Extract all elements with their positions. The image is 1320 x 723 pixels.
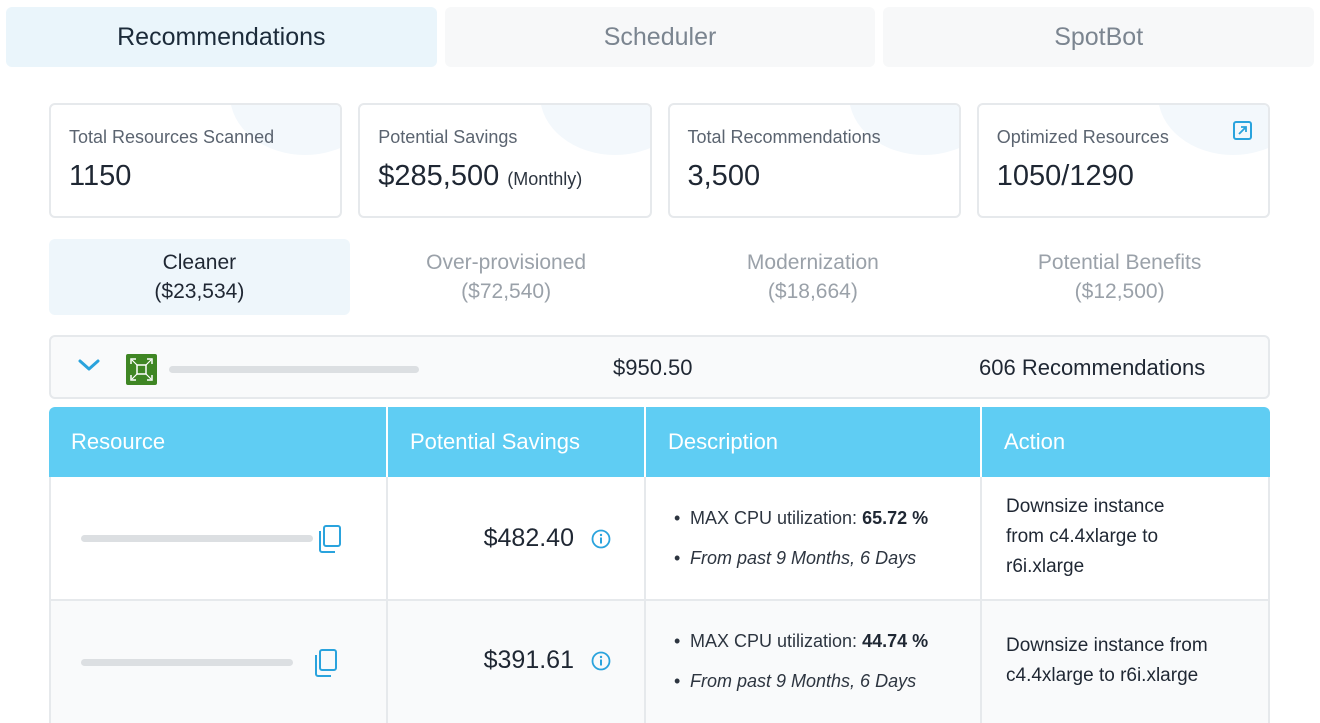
tab-spotbot[interactable]: SpotBot <box>883 7 1315 67</box>
ec2-instance-icon <box>126 354 157 385</box>
action-cell: Downsize instance from c4.4xlarge to r6i… <box>982 601 1270 723</box>
description-period: From past 9 Months, 6 Days <box>672 548 928 588</box>
column-header-potential-savings[interactable]: Potential Savings <box>388 407 646 477</box>
category-amount: ($72,540) <box>461 280 552 303</box>
savings-cell: $482.40 <box>388 477 646 599</box>
recommendations-table: Resource Potential Savings Description A… <box>49 407 1270 723</box>
description-metric: MAX CPU utilization: 65.72 % <box>672 508 928 548</box>
info-icon[interactable] <box>591 529 611 554</box>
action-cell: Downsize instance from c4.4xlarge to r6i… <box>982 477 1270 599</box>
description-metric: MAX CPU utilization: 44.74 % <box>672 631 928 671</box>
savings-amount: $391.61 <box>483 646 574 674</box>
category-name: Over-provisioned <box>426 251 587 274</box>
resource-name-placeholder <box>81 659 293 666</box>
stat-value: 3,500 <box>688 160 941 193</box>
stat-card-optimized-resources: Optimized Resources 1050/1290 <box>976 103 1270 218</box>
metric-label: MAX CPU utilization: <box>690 508 863 528</box>
stat-label: Optimized Resources <box>996 127 1169 147</box>
savings-amount: $482.40 <box>483 524 574 552</box>
stat-card-total-recommendations: Total Recommendations 3,500 <box>667 103 961 218</box>
stat-label: Potential Savings <box>378 127 518 147</box>
info-icon[interactable] <box>591 651 611 676</box>
resource-cell <box>49 601 388 723</box>
group-savings-amount: $950.50 <box>613 355 693 380</box>
stat-value: 1150 <box>69 160 322 193</box>
top-tab-bar: Recommendations Scheduler SpotBot <box>6 7 1315 67</box>
stat-card-potential-savings: Potential Savings $285,500 (Monthly) <box>358 103 652 218</box>
period-text: From past 9 Months, 6 Days <box>690 671 917 691</box>
category-tab-over-provisioned[interactable]: Over-provisioned ($72,540) <box>356 239 657 315</box>
tab-scheduler[interactable]: Scheduler <box>444 7 876 67</box>
stat-label: Total Recommendations <box>687 127 881 147</box>
metric-label: MAX CPU utilization: <box>690 631 863 651</box>
group-recommendation-count: 606 Recommendations <box>979 355 1206 380</box>
category-name: Modernization <box>746 251 879 274</box>
stat-suffix: (Monthly) <box>507 169 583 189</box>
column-header-description[interactable]: Description <box>646 407 982 477</box>
copy-icon[interactable] <box>313 648 339 683</box>
category-amount: ($18,664) <box>767 280 858 303</box>
stat-value-text: 1050/1290 <box>996 160 1134 192</box>
action-text: Downsize instance from c4.4xlarge to r6i… <box>1006 496 1165 577</box>
category-name: Potential Benefits <box>1037 251 1202 274</box>
service-group-row[interactable]: $950.50 606 Recommendations <box>49 335 1270 399</box>
description-cell: MAX CPU utilization: 65.72 % From past 9… <box>646 477 982 599</box>
table-row: $391.61 MAX CPU utilization: 44.74 % Fro… <box>49 601 1270 723</box>
stat-value-text: 1150 <box>69 160 132 192</box>
stat-card-resources-scanned: Total Resources Scanned 1150 <box>49 103 343 218</box>
savings-cell: $391.61 <box>388 601 646 723</box>
stat-value: $285,500 (Monthly) <box>378 160 631 193</box>
period-text: From past 9 Months, 6 Days <box>690 548 917 568</box>
category-tab-cleaner[interactable]: Cleaner ($23,534) <box>49 239 350 315</box>
column-header-resource[interactable]: Resource <box>49 407 388 477</box>
service-name-placeholder <box>169 366 419 373</box>
description-list: MAX CPU utilization: 65.72 % From past 9… <box>672 508 928 588</box>
external-link-icon[interactable] <box>1233 121 1252 140</box>
description-cell: MAX CPU utilization: 44.74 % From past 9… <box>646 601 982 723</box>
column-header-action[interactable]: Action <box>1004 429 1066 454</box>
category-amount: ($12,500) <box>1074 280 1165 303</box>
table-row: $482.40 MAX CPU utilization: 65.72 % Fro… <box>49 477 1270 601</box>
stat-value: 1050/1290 <box>997 160 1250 193</box>
stat-value-text: $285,500 <box>378 160 500 192</box>
resource-name-placeholder <box>81 535 313 542</box>
category-name: Cleaner <box>162 251 237 274</box>
category-tab-bar: Cleaner ($23,534) Over-provisioned ($72,… <box>49 239 1270 315</box>
metric-value: 44.74 % <box>862 631 929 651</box>
table-header: Resource Potential Savings Description A… <box>49 407 1270 477</box>
stat-value-text: 3,500 <box>687 160 761 192</box>
category-amount: ($23,534) <box>154 280 245 303</box>
action-text: Downsize instance from c4.4xlarge to r6i… <box>1006 635 1208 686</box>
category-tab-modernization[interactable]: Modernization ($18,664) <box>663 239 964 315</box>
chevron-down-icon[interactable] <box>77 357 101 378</box>
category-tab-potential-benefits[interactable]: Potential Benefits ($12,500) <box>969 239 1270 315</box>
description-period: From past 9 Months, 6 Days <box>672 671 928 711</box>
tab-recommendations[interactable]: Recommendations <box>6 7 437 67</box>
resource-cell <box>49 477 388 599</box>
description-list: MAX CPU utilization: 44.74 % From past 9… <box>672 631 928 711</box>
metric-value: 65.72 % <box>862 508 929 528</box>
stat-label: Total Resources Scanned <box>69 127 275 147</box>
stats-cards: Total Resources Scanned 1150 Potential S… <box>49 103 1270 218</box>
copy-icon[interactable] <box>317 524 343 559</box>
